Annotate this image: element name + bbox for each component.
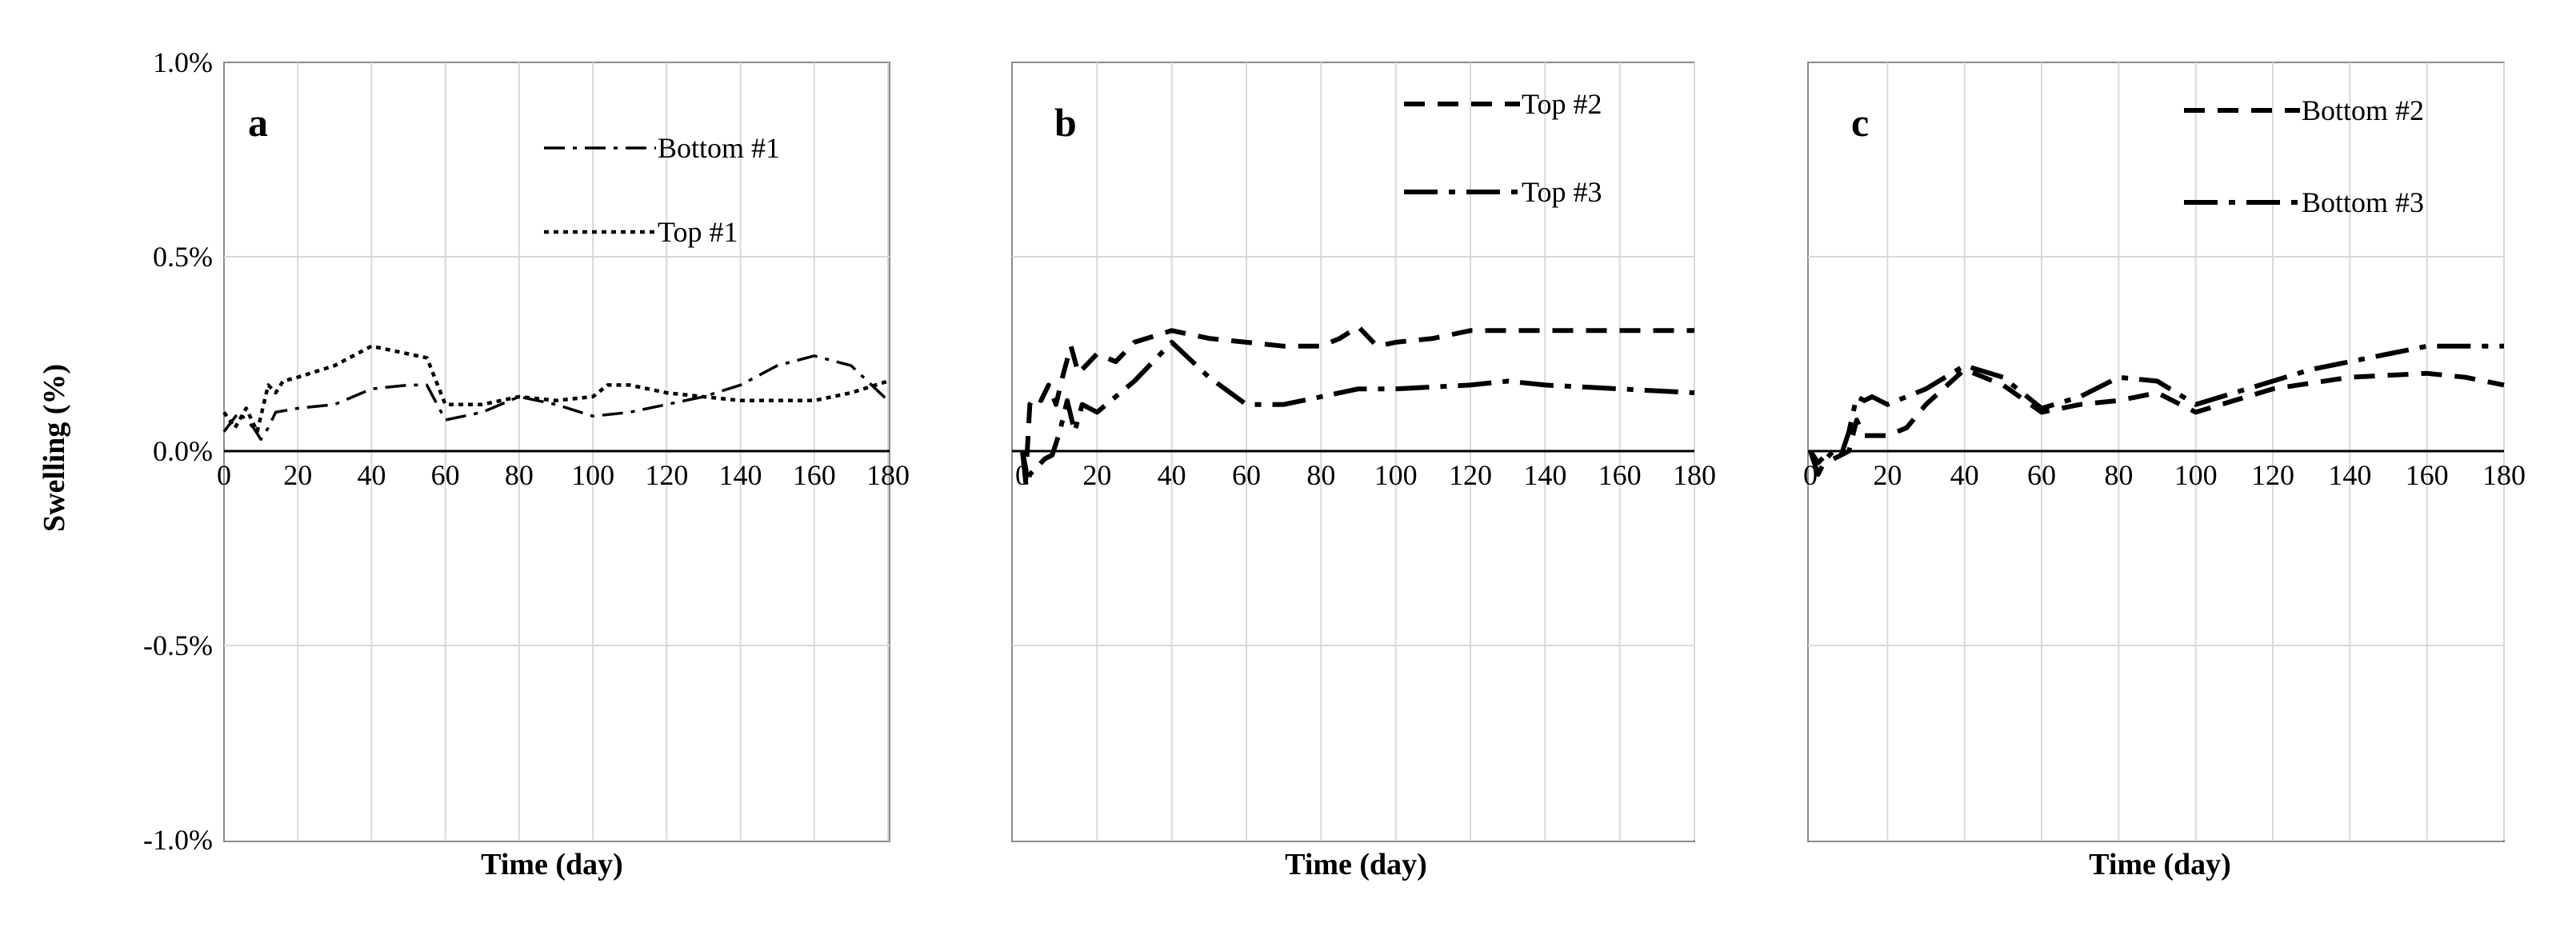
y-tick-label: -1.0% (143, 824, 213, 856)
chart-panel-a: a Time (day) 0 20 40 60 80 100 120 140 160 180 1.0… (143, 46, 910, 881)
y-tick-label: 1.0% (153, 46, 213, 78)
x-tick-label: 100 (571, 459, 614, 491)
x-tick-label: 160 (2406, 459, 2449, 491)
x-tick-label: 80 (505, 459, 534, 491)
chart-panel-c: c Time (day) 0 20 40 60 80 100 120 140 160 180Bot… (1803, 62, 2526, 881)
x-tick-label: 20 (1873, 459, 1902, 491)
shared-y-axis-label: Swelling (%) (38, 364, 71, 532)
legend-label: Top #1 (658, 216, 738, 248)
x-tick-label: 160 (793, 459, 836, 491)
x-tick-label: 40 (1950, 459, 1979, 491)
x-tick-label: 80 (1306, 459, 1335, 491)
x-tick-label: 120 (1449, 459, 1492, 491)
x-tick-label: 80 (2104, 459, 2133, 491)
x-axis-label-c: Time (day) (2089, 848, 2231, 881)
x-tick-label: 180 (1673, 459, 1716, 491)
x-tick-label: 120 (2251, 459, 2294, 491)
y-tick-label: -0.5% (143, 629, 213, 661)
x-tick-label: 60 (2027, 459, 2056, 491)
chart-panel-b: b Time (day) 0 20 40 60 80 100 120 140 160 180Top… (1011, 62, 1716, 881)
series-line-top1 (222, 344, 889, 434)
x-tick-label: 140 (2328, 459, 2371, 491)
panel-label-b: b (1054, 100, 1077, 145)
series-line-top3 (1020, 339, 1695, 489)
y-tick-label: 0.5% (153, 241, 213, 273)
x-tick-label: 100 (1374, 459, 1418, 491)
series-line-bottom2 (1808, 366, 2505, 465)
x-tick-label: 180 (866, 459, 910, 491)
x-tick-label: 0 (217, 459, 231, 491)
x-tick-label: 20 (283, 459, 312, 491)
legend-label: Bottom #1 (658, 132, 780, 164)
x-tick-label: 180 (2482, 459, 2526, 491)
panel-label-c: c (1851, 100, 1869, 145)
x-tick-label: 20 (1082, 459, 1111, 491)
x-tick-label: 140 (719, 459, 762, 491)
x-tick-label: 60 (431, 459, 460, 491)
x-tick-label: 60 (1232, 459, 1261, 491)
series-line-top2 (1020, 324, 1694, 473)
x-tick-label: 40 (1158, 459, 1186, 491)
x-tick-label: 140 (1523, 459, 1566, 491)
series-line-bottom1 (222, 354, 890, 442)
legend-label: Top #2 (1522, 88, 1602, 120)
x-tick-label: 40 (357, 459, 386, 491)
y-tick-label: 0.0% (153, 435, 213, 467)
series-line-bottom3 (1808, 343, 2504, 477)
legend-label: Bottom #3 (2302, 186, 2424, 218)
x-axis-label-b: Time (day) (1285, 848, 1427, 881)
x-tick-label: 120 (645, 459, 688, 491)
x-tick-label: 100 (2174, 459, 2218, 491)
x-tick-label: 160 (1598, 459, 1642, 491)
legend-label: Bottom #2 (2302, 94, 2424, 126)
legend-label: Top #3 (1522, 176, 1602, 208)
panel-label-a: a (248, 100, 268, 145)
x-axis-label-a: Time (day) (481, 848, 623, 881)
